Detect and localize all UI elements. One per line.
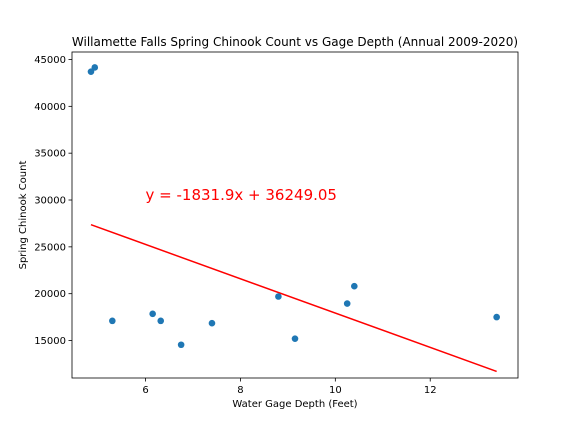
y-tick-label: 25000: [34, 242, 66, 253]
data-point: [343, 300, 351, 307]
y-tick-label: 45000: [34, 55, 66, 66]
data-point: [177, 341, 185, 349]
data-point: [208, 319, 216, 327]
x-axis-label: Water Gage Depth (Feet): [232, 399, 357, 410]
data-point: [109, 317, 116, 325]
x-tick-label: 10: [329, 385, 342, 396]
data-point: [275, 293, 282, 300]
chart-title: Willamette Falls Spring Chinook Count vs…: [72, 35, 518, 49]
x-tick-label: 12: [424, 385, 437, 396]
data-point: [91, 64, 99, 71]
y-tick-label: 20000: [34, 289, 66, 300]
y-tick-label: 30000: [34, 196, 66, 207]
x-tick-label: 6: [142, 385, 148, 396]
axes-frame: [71, 51, 519, 379]
y-tick-label: 15000: [34, 336, 66, 347]
data-point: [149, 310, 156, 318]
data-point: [351, 282, 358, 290]
data-point: [87, 68, 95, 75]
y-axis-label: Spring Chinook Count: [18, 161, 29, 270]
y-tick-label: 40000: [34, 102, 66, 113]
x-tick-label: 8: [237, 385, 243, 396]
regression-line: [90, 223, 497, 373]
y-tick-label: 35000: [34, 149, 66, 160]
data-point: [291, 335, 299, 342]
data-point: [493, 313, 500, 321]
regression-equation: y = -1831.9x + 36249.05: [146, 186, 337, 204]
data-point: [157, 317, 165, 325]
plot-area: 6 8 10 12 15000 20000 25000 30000 35000 40000 4500…: [34, 51, 519, 396]
